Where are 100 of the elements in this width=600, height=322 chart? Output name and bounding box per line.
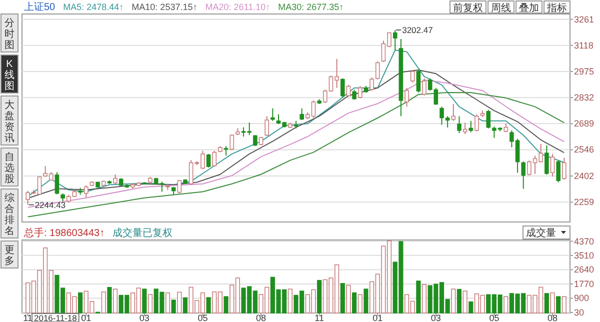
candlestick — [428, 78, 432, 92]
bar — [456, 288, 462, 314]
bar — [171, 300, 176, 314]
candlestick — [457, 116, 462, 134]
candlestick — [206, 153, 211, 168]
candlestick — [392, 29, 398, 51]
candlestick — [177, 180, 182, 194]
candlestick — [300, 108, 304, 121]
bar — [317, 280, 322, 314]
y-tick-label: 2259 — [574, 197, 594, 208]
candlestick — [550, 153, 555, 178]
bar — [416, 280, 421, 314]
bar — [346, 284, 351, 314]
y-tick-label: 2402 — [574, 171, 594, 182]
candlestick — [160, 181, 164, 192]
bar — [562, 296, 566, 314]
bar — [224, 296, 228, 314]
y-tick-label: 30 — [574, 308, 584, 318]
annotation: 周线 — [491, 2, 511, 14]
annotation: 2244.43 — [34, 200, 66, 210]
x-tick-label: 11 — [23, 313, 32, 322]
bar — [288, 288, 292, 314]
bar — [556, 296, 561, 314]
x-tick-label: 08 — [256, 313, 266, 322]
candlestick — [434, 87, 438, 106]
chart-title: 上证50 — [24, 1, 56, 13]
text: 更多 — [4, 245, 14, 267]
text: 分时图 — [4, 17, 14, 51]
text: MA10: 2537.15↑ — [132, 2, 198, 12]
bar — [468, 301, 474, 314]
candlestick — [212, 150, 217, 168]
bar — [352, 292, 357, 314]
bar — [165, 292, 170, 314]
bar — [422, 284, 427, 314]
candlestick — [462, 122, 468, 135]
bar — [112, 288, 118, 314]
bar — [544, 293, 549, 314]
text: MA30: 2677.35↑ — [278, 2, 344, 12]
text: K线图 — [4, 59, 14, 92]
bar — [177, 292, 182, 314]
y-tick-label: 2546 — [574, 144, 594, 155]
candlestick — [352, 89, 356, 100]
bar — [101, 291, 106, 314]
candlestick — [474, 114, 479, 132]
y-tick-label: 2689 — [574, 118, 594, 129]
bar — [504, 296, 508, 314]
candlestick — [416, 70, 421, 94]
y-tick-label: 4370 — [574, 236, 594, 246]
bar — [78, 292, 83, 314]
bar — [364, 288, 368, 314]
y-tick-label: 2640 — [574, 264, 594, 275]
bar — [451, 288, 456, 314]
y-tick-label: 3261 — [574, 14, 594, 24]
candlestick — [544, 144, 549, 176]
x-tick-label: 05 — [198, 313, 208, 322]
bar — [340, 283, 345, 314]
text: 成交量 — [526, 227, 556, 239]
candlestick — [404, 87, 409, 108]
text: 大盘资讯 — [4, 99, 14, 144]
y-tick-label: 3510 — [574, 250, 594, 260]
candlestick — [358, 85, 362, 99]
candlestick — [270, 108, 275, 122]
candlestick — [253, 134, 258, 147]
bar — [107, 287, 112, 314]
y-tick-label: 1770 — [574, 278, 594, 289]
bar — [462, 290, 468, 314]
candlestick — [264, 116, 269, 137]
candlestick — [468, 120, 474, 133]
candlestick — [54, 172, 60, 195]
candlestick — [113, 174, 118, 184]
bar — [358, 294, 362, 314]
annotation: 指标 — [546, 2, 567, 14]
y-tick-label: 2832 — [574, 92, 594, 103]
candlestick — [521, 160, 526, 190]
text: MA20: 2611.10↑ — [205, 2, 270, 12]
x-tick-label: 01 — [81, 313, 92, 322]
candlestick — [562, 157, 566, 180]
x-tick-label: 03 — [430, 313, 441, 322]
candlestick — [340, 78, 345, 98]
candlestick — [422, 78, 426, 96]
text: 综合排名 — [4, 192, 14, 237]
bar — [142, 288, 147, 314]
y-tick-label: 3118 — [574, 40, 594, 50]
y-tick-label: 2975 — [574, 66, 594, 76]
candlestick — [556, 160, 560, 183]
annotation: 前复权 — [453, 2, 483, 14]
candlestick — [410, 70, 415, 83]
candlestick — [84, 184, 88, 198]
line-series — [27, 92, 565, 218]
candlestick — [346, 84, 351, 97]
bar — [148, 294, 153, 314]
bar — [182, 297, 188, 314]
x-tick-label: 01 — [372, 313, 383, 322]
candlestick — [486, 109, 491, 129]
bar — [550, 292, 555, 314]
y-tick-label: 900 — [574, 293, 590, 304]
candlestick — [230, 134, 234, 151]
candlestick — [224, 146, 228, 156]
text: 成交量已复权 — [112, 227, 173, 239]
x-tick-label: 08 — [548, 313, 558, 322]
